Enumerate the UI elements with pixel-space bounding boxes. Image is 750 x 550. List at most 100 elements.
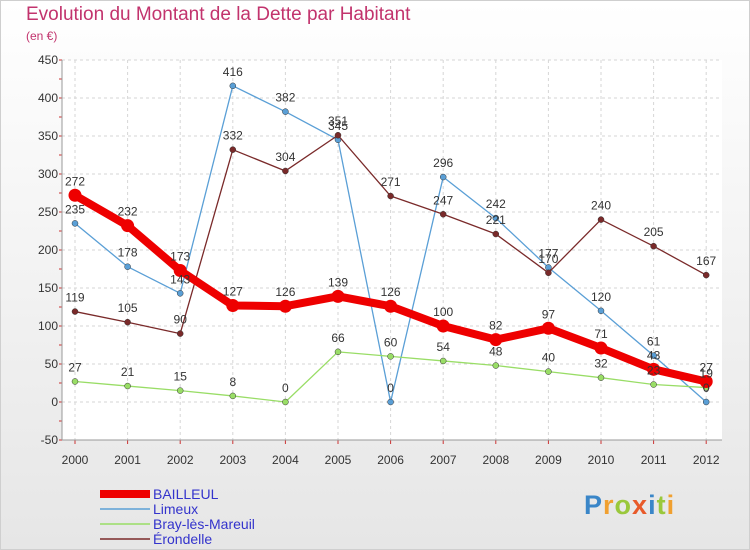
chart-title: Evolution du Montant de la Dette par Hab… — [26, 4, 411, 25]
y-tick-label: 300 — [38, 167, 58, 181]
data-label: 235 — [65, 202, 85, 216]
data-point — [229, 392, 237, 400]
data-label: 8 — [229, 375, 236, 389]
data-label: 205 — [644, 225, 664, 239]
data-label: 126 — [381, 285, 401, 299]
data-point — [702, 398, 710, 406]
data-point — [387, 398, 394, 406]
data-label: 247 — [433, 193, 453, 207]
data-label: 19 — [700, 367, 714, 381]
y-tick-label: 50 — [45, 357, 59, 371]
data-point — [124, 318, 131, 326]
data-label: 54 — [437, 340, 451, 354]
data-point — [226, 298, 240, 312]
data-point — [282, 398, 289, 406]
data-point — [492, 230, 500, 238]
data-point — [545, 368, 552, 375]
data-point — [176, 330, 184, 337]
data-point — [541, 321, 555, 335]
data-point — [229, 82, 237, 90]
data-label: 0 — [703, 381, 710, 395]
data-point — [282, 108, 289, 115]
data-label: 119 — [65, 291, 84, 305]
data-label: 66 — [331, 331, 345, 345]
y-tick-label: 350 — [38, 129, 58, 143]
x-tick-label: 2012 — [693, 453, 720, 467]
data-label: 27 — [68, 360, 82, 374]
data-label: 61 — [647, 335, 661, 349]
data-point — [492, 214, 500, 222]
data-label: 271 — [381, 175, 401, 189]
y-tick-label: 100 — [38, 319, 58, 333]
data-point — [282, 167, 289, 175]
data-label: 0 — [387, 381, 394, 395]
data-point — [387, 192, 394, 200]
x-tick-label: 2004 — [272, 453, 299, 467]
data-point — [387, 353, 394, 360]
data-label: 43 — [647, 348, 661, 362]
data-point — [594, 341, 608, 355]
y-tick-label: 150 — [38, 281, 58, 295]
data-label: 27 — [700, 360, 714, 374]
data-point — [278, 299, 292, 313]
x-tick-label: 2002 — [167, 453, 194, 467]
data-point — [439, 173, 447, 181]
y-tick-label: 400 — [38, 91, 58, 105]
data-point — [650, 242, 657, 250]
series-layer — [68, 82, 713, 406]
x-tick-label: 2011 — [641, 453, 667, 467]
data-point — [597, 374, 605, 381]
x-tick-label: 2000 — [62, 453, 89, 467]
data-label: 416 — [223, 65, 243, 79]
data-label: 32 — [594, 357, 608, 371]
data-label: 15 — [174, 370, 188, 384]
legend-label: BAILLEUL — [153, 486, 219, 502]
x-tick-label: 2010 — [588, 453, 615, 467]
x-tick-label: 2005 — [325, 453, 352, 467]
data-label: 82 — [489, 319, 503, 333]
data-label: 127 — [223, 284, 243, 298]
data-point — [121, 219, 135, 233]
data-point — [492, 362, 500, 369]
data-label: 240 — [591, 199, 611, 213]
legend-label: Bray-lès-Mareuil — [153, 516, 255, 532]
data-label: 296 — [433, 156, 453, 170]
data-point — [439, 211, 447, 218]
proxiti-logo: Proxiti — [584, 490, 676, 520]
data-label: 345 — [328, 119, 348, 133]
y-tick-label: 0 — [51, 395, 58, 409]
legend-label: Limeux — [153, 501, 198, 517]
label-layer: 272 232 173 127 126 139 126 100 82 97 71 43 27 235 178… — [65, 65, 717, 395]
data-point — [173, 264, 187, 278]
data-point — [647, 362, 661, 376]
data-point — [71, 378, 79, 385]
data-label: 90 — [174, 313, 188, 327]
data-label: 382 — [275, 91, 295, 105]
data-label: 170 — [538, 252, 558, 266]
data-point — [334, 348, 342, 356]
data-point — [176, 290, 184, 297]
y-tick-label: -50 — [41, 433, 59, 447]
data-label: 40 — [542, 351, 556, 365]
data-label: 232 — [118, 205, 138, 219]
data-label: 221 — [486, 213, 506, 227]
data-label: 71 — [594, 327, 608, 341]
data-point — [439, 357, 447, 365]
data-label: 139 — [328, 275, 348, 289]
data-label: 97 — [542, 307, 556, 321]
data-point — [699, 374, 713, 388]
data-label: 0 — [282, 381, 289, 395]
data-point — [650, 352, 657, 359]
x-tick-label: 2006 — [377, 453, 404, 467]
data-point — [702, 271, 710, 279]
data-point — [124, 263, 131, 270]
legend-label: Érondelle — [153, 531, 212, 547]
data-point — [124, 382, 131, 390]
data-label: 23 — [647, 364, 661, 378]
data-label: 272 — [65, 174, 85, 188]
data-point — [331, 289, 345, 303]
x-tick-label: 2001 — [114, 453, 141, 467]
data-point — [229, 146, 237, 153]
